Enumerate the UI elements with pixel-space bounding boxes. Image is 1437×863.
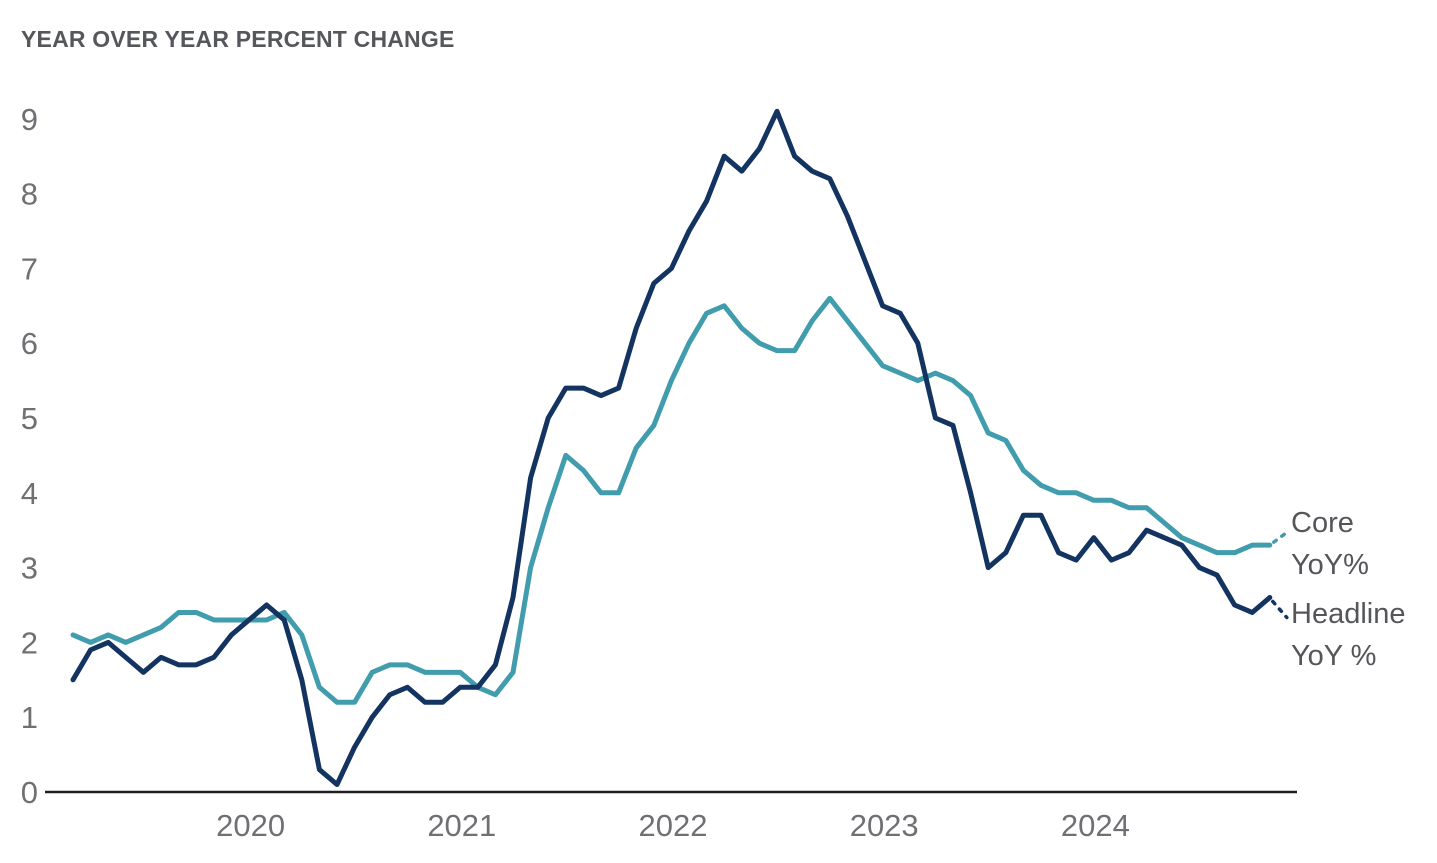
legend-headline-line2: YoY %: [1291, 640, 1377, 672]
y-axis-label: 8: [21, 177, 38, 212]
legend-core-label: Core YoY%: [1291, 502, 1369, 586]
headline-yoy-line: [70, 108, 1273, 788]
legend-core-line2: YoY%: [1291, 549, 1369, 581]
x-axis-label: 2022: [639, 808, 708, 843]
x-axis-label: 2023: [850, 808, 919, 843]
y-axis-label: 6: [21, 326, 38, 361]
y-axis-label: 2: [21, 625, 38, 660]
y-axis-label: 7: [21, 251, 38, 286]
x-axis-label: 2024: [1061, 808, 1130, 843]
y-axis-label: 4: [21, 476, 38, 511]
legend-headline-label: Headline YoY %: [1291, 593, 1405, 677]
core-yoy-line: [70, 295, 1273, 705]
legend-core-line1: Core: [1291, 507, 1354, 539]
legend-headline-line1: Headline: [1291, 598, 1406, 630]
y-axis-label: 3: [21, 551, 38, 586]
y-axis-label: 5: [21, 401, 38, 436]
y-axis-label: 1: [21, 700, 38, 735]
headline-dashed-leader: [1271, 599, 1289, 620]
y-axis-label: 0: [21, 775, 38, 810]
chart-title: YEAR OVER YEAR PERCENT CHANGE: [21, 26, 455, 52]
core-dashed-leader: [1272, 528, 1292, 544]
x-axis-label: 2021: [427, 808, 496, 843]
x-axis-label: 2020: [216, 808, 285, 843]
y-axis-label: 9: [21, 102, 38, 137]
